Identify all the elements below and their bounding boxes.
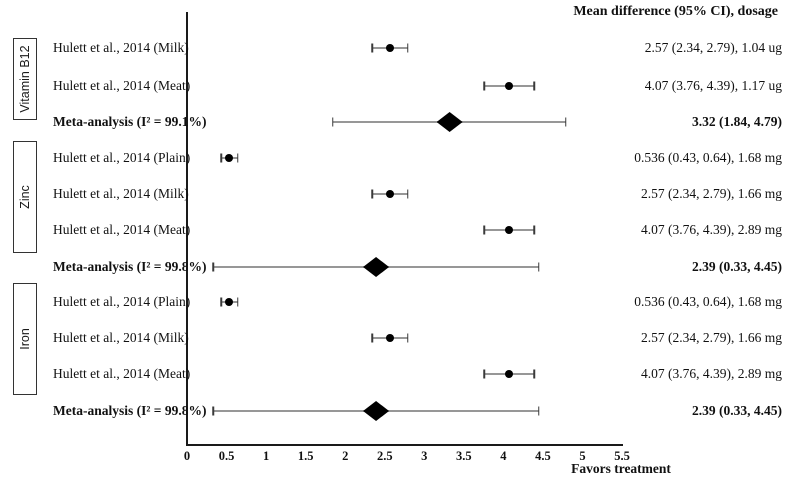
value-text: 4.07 (3.76, 4.39), 2.89 mg <box>641 366 782 381</box>
meta-label: Meta-analysis (I² = 99.8%) <box>53 259 207 274</box>
x-tick-label: 3 <box>421 449 428 463</box>
x-tick-label: 2.5 <box>376 449 393 463</box>
value-text: 2.39 (0.33, 4.45) <box>692 403 782 418</box>
y-axis-line <box>186 12 188 446</box>
study-label: Hulett et al., 2014 (Plain) <box>53 150 191 165</box>
value-text: 3.32 (1.84, 4.79) <box>692 114 782 129</box>
study-label: Hulett et al., 2014 (Milk) <box>53 40 189 55</box>
x-tick-label: 1 <box>262 449 270 463</box>
study-label: Hulett et al., 2014 (Milk) <box>53 186 189 201</box>
ci-cap <box>236 297 239 307</box>
value-column-header: Mean difference (95% CI), dosage <box>573 4 778 19</box>
point-marker <box>386 190 395 198</box>
value-text: 0.536 (0.43, 0.64), 1.68 mg <box>634 294 782 309</box>
ci-cap <box>483 369 486 379</box>
point-marker <box>504 226 513 234</box>
x-tick-label: 5.5 <box>614 449 630 463</box>
point-marker <box>225 154 234 162</box>
ci-cap <box>406 43 409 53</box>
ci-cap <box>483 81 486 91</box>
x-axis-line <box>186 444 623 446</box>
ci-cap <box>483 225 486 235</box>
diamond-marker <box>436 112 463 132</box>
ci-cap <box>538 406 540 416</box>
group-label: Zinc <box>18 185 32 209</box>
study-label: Hulett et al., 2014 (Meat) <box>53 366 191 381</box>
group-label: Iron <box>18 328 32 350</box>
ci-cap <box>236 153 239 163</box>
value-text: 2.39 (0.33, 4.45) <box>692 259 782 274</box>
ci-cap <box>565 117 567 127</box>
ci-cap <box>533 225 535 235</box>
diamond-marker <box>363 257 390 277</box>
x-tick-label: 0.5 <box>218 449 235 463</box>
ci-cap <box>533 81 535 91</box>
study-label: Hulett et al., 2014 (Meat) <box>53 222 191 237</box>
ci-cap <box>212 262 214 272</box>
ci-cap <box>406 333 409 343</box>
value-text: 2.57 (2.34, 2.79), 1.04 ug <box>644 40 782 55</box>
point-marker <box>504 82 513 90</box>
x-tick-label: 4.5 <box>535 449 551 463</box>
value-text: 2.57 (2.34, 2.79), 1.66 mg <box>641 330 782 345</box>
x-tick-label: 1.5 <box>297 449 314 463</box>
point-marker <box>386 44 395 52</box>
x-tick-label: 4 <box>500 449 507 463</box>
value-text: 4.07 (3.76, 4.39), 2.89 mg <box>641 222 782 237</box>
ci-cap <box>371 189 373 199</box>
group-box-zinc: Zinc <box>13 141 37 253</box>
study-label: Hulett et al., 2014 (Milk) <box>53 330 189 345</box>
ci-cap <box>220 153 222 163</box>
ci-cap <box>538 262 540 272</box>
point-marker <box>504 370 513 378</box>
point-marker <box>225 298 234 306</box>
value-text: 4.07 (3.76, 4.39), 1.17 ug <box>644 78 782 93</box>
x-tick-label: 3.5 <box>456 449 472 463</box>
group-box-vitamin-b12: Vitamin B12 <box>13 38 37 120</box>
group-box-iron: Iron <box>13 283 37 395</box>
meta-label: Meta-analysis (I² = 99.8%) <box>53 403 207 418</box>
x-tick-label: 2 <box>342 449 349 463</box>
ci-cap <box>220 297 222 307</box>
point-marker <box>386 334 395 342</box>
value-text: 0.536 (0.43, 0.64), 1.68 mg <box>634 150 782 165</box>
meta-label: Meta-analysis (I² = 99.1%) <box>53 114 207 129</box>
x-axis-label: Favors treatment <box>571 461 671 476</box>
ci-cap <box>331 117 334 127</box>
study-label: Hulett et al., 2014 (Meat) <box>53 78 191 93</box>
x-tick-label: 0 <box>183 449 191 463</box>
study-label: Hulett et al., 2014 (Plain) <box>53 294 191 309</box>
value-text: 2.57 (2.34, 2.79), 1.66 mg <box>641 186 782 201</box>
ci-cap <box>371 333 373 343</box>
ci-cap <box>212 406 214 416</box>
ci-cap <box>533 369 535 379</box>
diamond-marker <box>363 401 390 421</box>
ci-cap <box>406 189 409 199</box>
x-tick-label: 5 <box>579 449 586 463</box>
ci-cap <box>371 43 373 53</box>
group-label: Vitamin B12 <box>18 45 32 113</box>
